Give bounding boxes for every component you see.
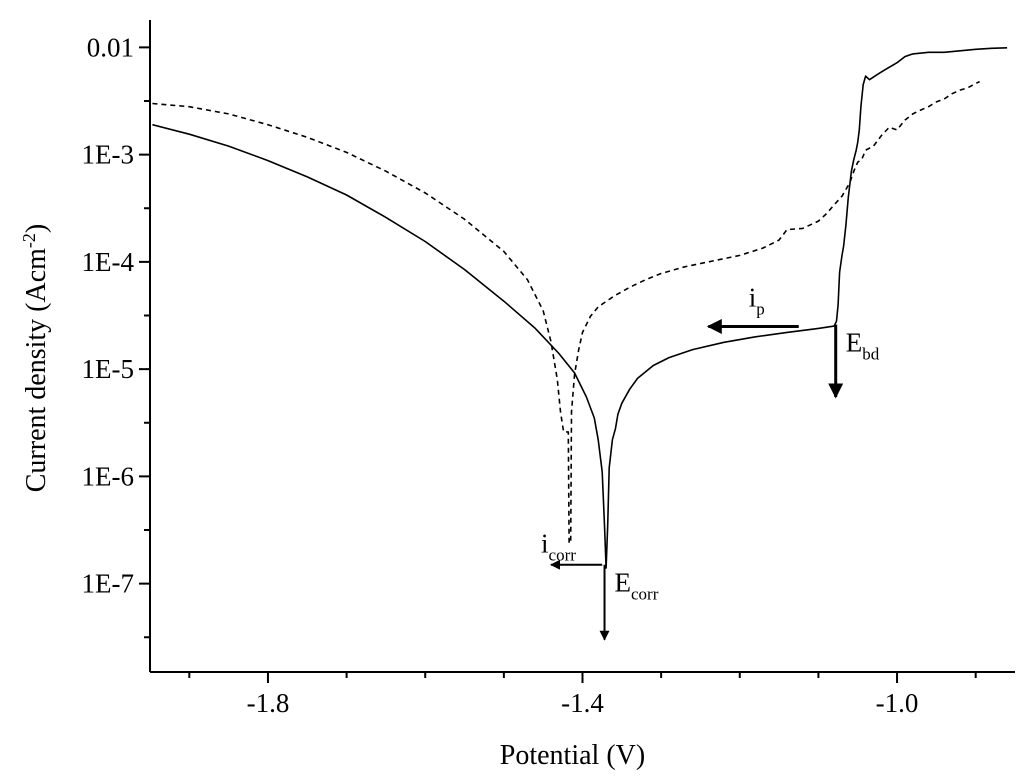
- x-tick-label: -1.0: [876, 688, 919, 718]
- x-tick-label: -1.4: [561, 688, 604, 718]
- annotation-main: E: [615, 568, 632, 598]
- series-dashed-line: [152, 80, 980, 544]
- annotation-main: i: [749, 282, 757, 312]
- annotation-main: E: [846, 328, 863, 358]
- y-axis-title-close: ): [21, 224, 52, 233]
- y-axis-title: Current density (Acm-2): [19, 224, 52, 493]
- annotation-sub: bd: [862, 345, 880, 364]
- x-tick-label: -1.8: [247, 688, 290, 718]
- annotation-ebd-label: Ebd: [846, 328, 880, 364]
- y-tick-label: 1E-6: [82, 461, 134, 491]
- y-axis-title-sup: -2: [19, 233, 39, 248]
- annotation-sub: p: [756, 299, 765, 318]
- y-tick-label: 1E-7: [82, 569, 134, 599]
- annotation-main: i: [541, 529, 549, 559]
- annotation-sub: corr: [631, 585, 659, 604]
- x-axis-title: Potential (V): [500, 740, 645, 771]
- annotation-ip-label: ip: [749, 282, 765, 318]
- y-tick-label: 1E-3: [82, 140, 134, 170]
- x-ticks: -1.8 -1.4 -1.0: [188, 672, 977, 718]
- annotation-ecorr-label: Ecorr: [615, 568, 659, 604]
- series-solid-line: [152, 47, 1008, 569]
- annotation-icorr-label: icorr: [541, 529, 576, 565]
- y-tick-label: 1E-4: [82, 247, 135, 277]
- series-layer: [152, 47, 1008, 569]
- y-ticks: 1E-7 1E-6 1E-5 1E-4 1E-3 0.01: [82, 32, 150, 639]
- y-axis-title-main: Current density (Acm: [21, 248, 52, 492]
- annotation-sub: corr: [549, 546, 577, 565]
- y-tick-label: 1E-5: [82, 354, 134, 384]
- y-tick-label: 0.01: [87, 32, 134, 62]
